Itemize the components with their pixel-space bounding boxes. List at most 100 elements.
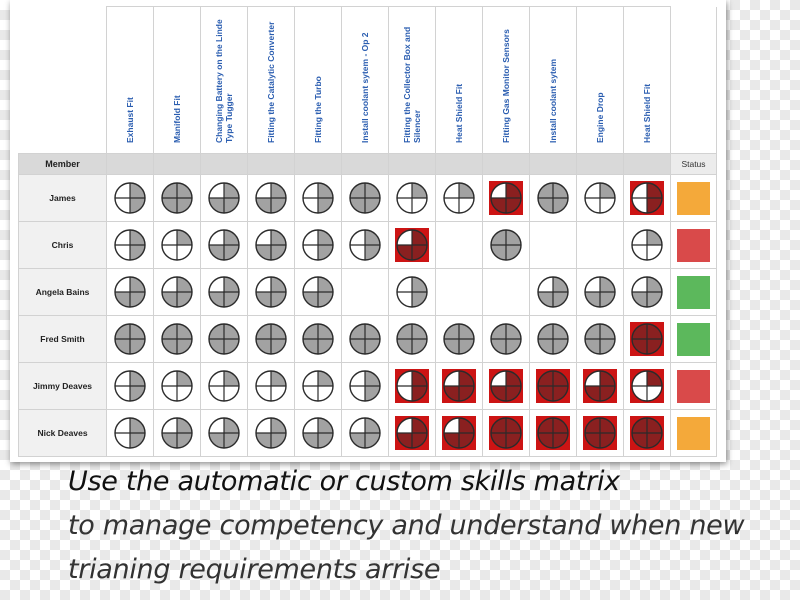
skill-cell[interactable]	[294, 409, 342, 457]
skill-cell[interactable]	[341, 174, 389, 222]
skill-cell[interactable]	[294, 174, 342, 222]
skill-cell[interactable]	[341, 362, 389, 410]
skill-cell[interactable]	[200, 315, 248, 363]
skill-cell[interactable]	[106, 362, 154, 410]
skill-cell[interactable]	[247, 221, 295, 269]
skill-cell[interactable]	[200, 268, 248, 316]
skill-cell[interactable]	[576, 221, 624, 269]
skill-cell[interactable]	[247, 315, 295, 363]
skill-cell[interactable]	[341, 221, 389, 269]
skill-cell[interactable]	[623, 174, 671, 222]
caption-line-2: to manage competency and understand when…	[68, 510, 745, 541]
skill-cell[interactable]	[341, 409, 389, 457]
skill-header-4: Fitting the Catalytic Converter	[247, 6, 295, 154]
skill-cell[interactable]	[623, 315, 671, 363]
skill-cell[interactable]	[623, 268, 671, 316]
competency-flagged-icon	[536, 416, 570, 450]
skill-cell[interactable]	[153, 409, 201, 457]
competency-quadrant-icon	[255, 323, 287, 355]
skill-cell[interactable]	[106, 268, 154, 316]
skill-cell[interactable]	[200, 362, 248, 410]
competency-quadrant-icon	[255, 276, 287, 308]
skill-cell[interactable]	[529, 315, 577, 363]
competency-flagged-icon	[630, 322, 664, 356]
competency-quadrant-icon	[114, 182, 146, 214]
skill-header-10: Install coolant sytem	[529, 6, 577, 154]
skill-cell[interactable]	[529, 409, 577, 457]
skill-cell[interactable]	[247, 409, 295, 457]
skill-cell[interactable]	[576, 315, 624, 363]
skill-cell[interactable]	[529, 362, 577, 410]
competency-quadrant-icon	[302, 229, 334, 261]
skill-cell[interactable]	[106, 315, 154, 363]
skill-cell[interactable]	[153, 268, 201, 316]
skill-cell[interactable]	[576, 409, 624, 457]
skill-cell[interactable]	[576, 174, 624, 222]
competency-quadrant-icon	[443, 323, 475, 355]
skill-subheader-7	[388, 153, 436, 175]
skill-cell[interactable]	[482, 362, 530, 410]
skill-cell[interactable]	[200, 409, 248, 457]
skill-cell[interactable]	[435, 409, 483, 457]
member-column-header: Member	[18, 153, 107, 175]
skill-cell[interactable]	[435, 362, 483, 410]
member-name: Chris	[18, 221, 107, 269]
competency-quadrant-icon	[208, 417, 240, 449]
skill-cell[interactable]	[294, 362, 342, 410]
skill-cell[interactable]	[623, 362, 671, 410]
skill-cell[interactable]	[482, 174, 530, 222]
skill-cell[interactable]	[200, 174, 248, 222]
competency-flagged-icon	[395, 369, 429, 403]
skill-cell[interactable]	[388, 221, 436, 269]
competency-quadrant-icon	[161, 229, 193, 261]
skill-cell[interactable]	[388, 174, 436, 222]
skill-cell[interactable]	[341, 315, 389, 363]
status-indicator	[677, 228, 710, 262]
skill-cell[interactable]	[153, 315, 201, 363]
skill-cell[interactable]	[482, 409, 530, 457]
skill-cell[interactable]	[106, 174, 154, 222]
skill-header-label: Engine Drop	[595, 92, 605, 143]
skill-cell[interactable]	[623, 221, 671, 269]
skill-cell[interactable]	[435, 174, 483, 222]
skill-header-11: Engine Drop	[576, 6, 624, 154]
skill-cell[interactable]	[435, 315, 483, 363]
skill-cell[interactable]	[106, 409, 154, 457]
skill-header-label: Exhaust Fit	[125, 97, 135, 143]
skill-cell[interactable]	[341, 268, 389, 316]
skill-cell[interactable]	[435, 221, 483, 269]
skill-header-row: Exhaust Fit Manifold Fit Changing Battery …	[18, 6, 717, 154]
skill-cell[interactable]	[294, 268, 342, 316]
skill-cell[interactable]	[106, 221, 154, 269]
skill-cell[interactable]	[294, 221, 342, 269]
skill-cell[interactable]	[576, 268, 624, 316]
competency-quadrant-icon	[631, 229, 663, 261]
skill-cell[interactable]	[623, 409, 671, 457]
skill-cell[interactable]	[247, 174, 295, 222]
skill-cell[interactable]	[435, 268, 483, 316]
skill-cell[interactable]	[153, 174, 201, 222]
skill-cell[interactable]	[388, 315, 436, 363]
skill-cell[interactable]	[482, 268, 530, 316]
skill-cell[interactable]	[529, 268, 577, 316]
skill-cell[interactable]	[247, 268, 295, 316]
competency-quadrant-icon	[255, 182, 287, 214]
skill-cell[interactable]	[247, 362, 295, 410]
skill-cell[interactable]	[529, 174, 577, 222]
skill-header-label: Fitting Gas Monitor Sensors	[501, 29, 511, 143]
skill-header-label: Fitting the Turbo	[313, 76, 323, 143]
skills-matrix-panel: Exhaust Fit Manifold Fit Changing Battery …	[10, 0, 726, 462]
skill-cell[interactable]	[294, 315, 342, 363]
skill-cell[interactable]	[529, 221, 577, 269]
skill-cell[interactable]	[576, 362, 624, 410]
competency-quadrant-icon	[161, 370, 193, 402]
skill-cell[interactable]	[388, 409, 436, 457]
skill-cell[interactable]	[388, 268, 436, 316]
skill-cell[interactable]	[153, 221, 201, 269]
skill-cell[interactable]	[482, 315, 530, 363]
skill-cell[interactable]	[482, 221, 530, 269]
skill-cell[interactable]	[200, 221, 248, 269]
skill-cell[interactable]	[388, 362, 436, 410]
competency-flagged-icon	[583, 416, 617, 450]
skill-cell[interactable]	[153, 362, 201, 410]
